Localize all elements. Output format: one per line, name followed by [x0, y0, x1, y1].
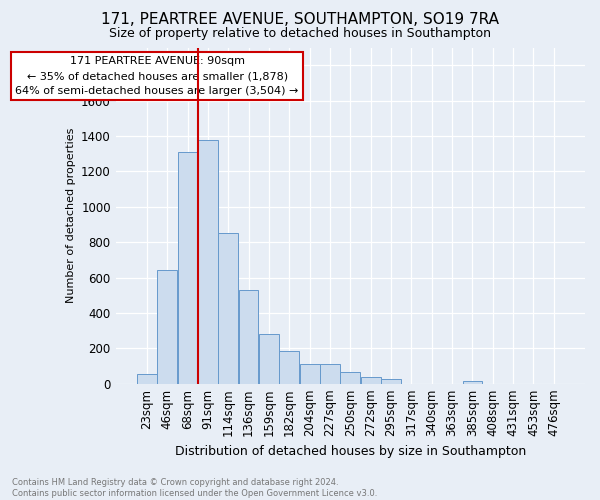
Bar — [178, 152, 197, 384]
Bar — [198, 140, 218, 384]
Bar — [463, 381, 482, 384]
Text: Size of property relative to detached houses in Southampton: Size of property relative to detached ho… — [109, 28, 491, 40]
Bar — [340, 372, 360, 384]
Text: Contains HM Land Registry data © Crown copyright and database right 2024.
Contai: Contains HM Land Registry data © Crown c… — [12, 478, 377, 498]
Bar — [320, 364, 340, 384]
Bar — [381, 380, 401, 384]
Text: 171 PEARTREE AVENUE: 90sqm
← 35% of detached houses are smaller (1,878)
64% of s: 171 PEARTREE AVENUE: 90sqm ← 35% of deta… — [16, 56, 299, 96]
Bar — [280, 351, 299, 384]
Bar — [157, 270, 177, 384]
Bar — [259, 334, 279, 384]
Text: 171, PEARTREE AVENUE, SOUTHAMPTON, SO19 7RA: 171, PEARTREE AVENUE, SOUTHAMPTON, SO19 … — [101, 12, 499, 28]
Bar — [218, 234, 238, 384]
Bar — [300, 364, 320, 384]
X-axis label: Distribution of detached houses by size in Southampton: Distribution of detached houses by size … — [175, 444, 526, 458]
Bar — [137, 374, 157, 384]
Y-axis label: Number of detached properties: Number of detached properties — [65, 128, 76, 304]
Bar — [361, 378, 380, 384]
Bar — [239, 290, 259, 384]
